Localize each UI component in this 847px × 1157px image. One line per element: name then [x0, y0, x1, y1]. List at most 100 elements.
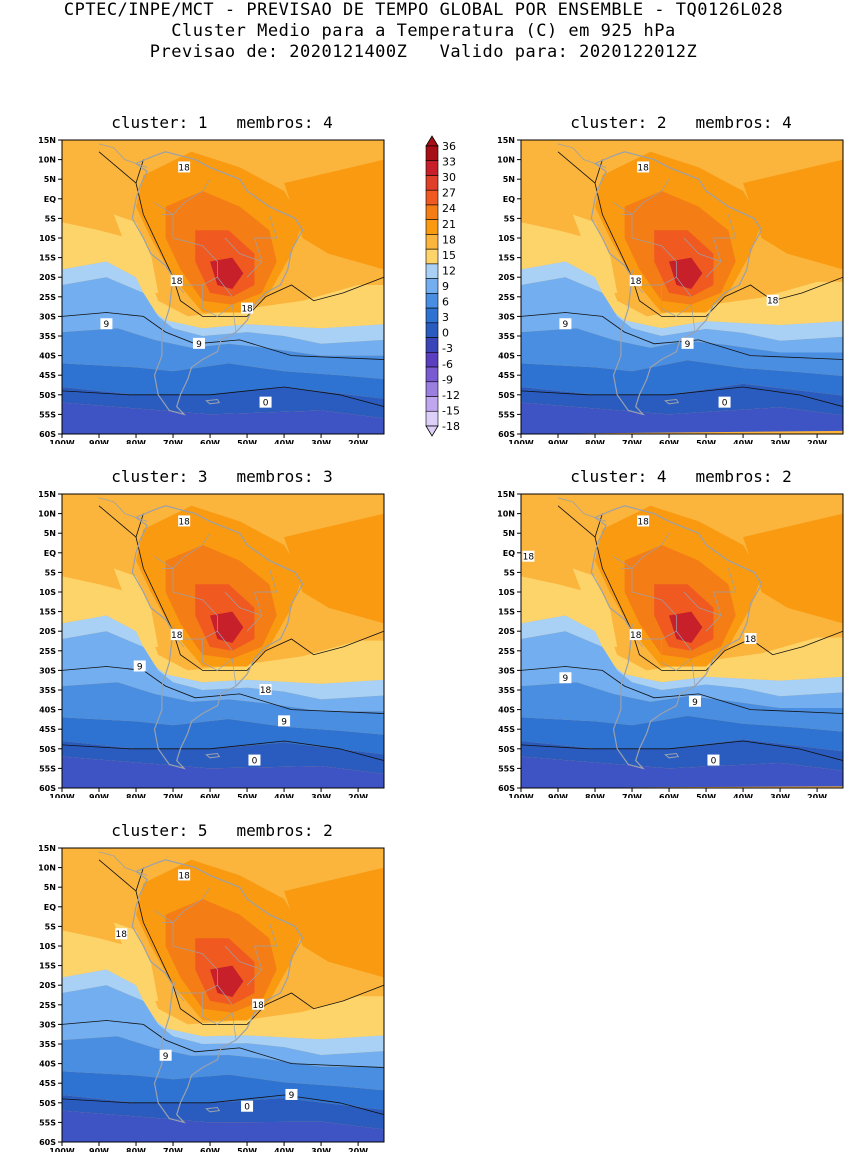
- cluster-5-title: cluster: 5 membros: 2: [111, 821, 333, 840]
- lon-tick-label: 100W: [508, 439, 534, 444]
- temperature-band: [62, 930, 384, 1040]
- country-border: [161, 179, 211, 215]
- lon-tick-label: 80W: [126, 793, 146, 798]
- coastline-central-america: [557, 143, 607, 168]
- colorbar-label: -12: [442, 389, 460, 402]
- colorbar-label: 6: [442, 296, 449, 309]
- contour-label: 18: [767, 297, 779, 307]
- contour-label: 9: [685, 340, 691, 350]
- contour-label: 9: [289, 1091, 295, 1101]
- country-border: [202, 993, 218, 1025]
- country-border: [705, 591, 722, 632]
- contour-label-box: [178, 515, 191, 527]
- contour-9: [62, 312, 384, 360]
- temperature-band: [521, 277, 843, 353]
- country-border: [661, 639, 677, 671]
- colorbar-swatch: [425, 410, 439, 427]
- contour-0: [62, 740, 384, 761]
- contour-label-box: [178, 869, 191, 881]
- lon-tick-label: 90W: [89, 793, 109, 798]
- contour-label-box: [170, 275, 183, 287]
- lat-tick-label: 50S: [498, 745, 515, 754]
- colorbar-label: 3: [442, 311, 449, 324]
- country-border: [154, 556, 174, 592]
- contour-label: 18: [637, 517, 649, 527]
- cluster-3-map: 15N 10N 5N EQ 5S 10S 15S 20S 25S 30S 35S 40S 45S 50S 5…: [38, 490, 385, 798]
- lon-tick-label: 40W: [274, 439, 294, 444]
- colorbar-label: -3: [442, 342, 453, 355]
- temperature-band: [62, 576, 384, 684]
- temperature-band: [62, 1071, 384, 1110]
- colorbar-label: -9: [442, 373, 453, 386]
- contour-label-box: [133, 660, 146, 672]
- colorbar-swatch: [425, 248, 439, 265]
- map-field: [521, 494, 843, 788]
- lat-tick-label: 60S: [39, 784, 56, 793]
- colorbar-swatch: [425, 145, 439, 162]
- contour-18-east: [265, 276, 384, 302]
- temperature-band: [521, 576, 843, 683]
- cluster-2-title: cluster: 2 membros: 4: [570, 113, 792, 132]
- lat-tick-label: 10N: [497, 156, 515, 165]
- contour-label: 0: [252, 757, 258, 767]
- atlantic-warm-region: [284, 513, 384, 624]
- temperature-band: [62, 615, 384, 700]
- lat-tick-label: 30S: [39, 666, 56, 675]
- lat-tick-label: 55S: [39, 764, 56, 773]
- contour-label-box: [637, 161, 650, 173]
- lat-tick-label: 50S: [39, 391, 56, 400]
- country-border: [613, 556, 633, 592]
- contour-0: [521, 740, 843, 761]
- country-border: [154, 202, 174, 238]
- contour-label-box: [718, 396, 731, 408]
- temperature-hotspot: [210, 257, 244, 289]
- lon-tick-label: 40W: [274, 793, 294, 798]
- temperature-band: [62, 717, 384, 755]
- lat-tick-label: 15N: [38, 136, 56, 145]
- lat-tick-label: 55S: [498, 410, 515, 419]
- coastline-south-america: [131, 859, 304, 1124]
- lon-tick-label: 100W: [508, 793, 534, 798]
- figure-title-line-1: CPTEC/INPE/MCT - PREVISAO DE TEMPO GLOBA…: [63, 0, 784, 20]
- lon-tick-label: 20W: [807, 793, 827, 798]
- lat-tick-label: 35S: [39, 1040, 56, 1049]
- contour-label-box: [637, 515, 650, 527]
- lat-tick-label: 20S: [39, 981, 56, 990]
- country-border: [683, 591, 722, 616]
- lon-tick-label: 60W: [200, 793, 220, 798]
- temperature-band: [62, 1110, 384, 1142]
- lon-tick-label: 60W: [200, 439, 220, 444]
- atlantic-warm-region: [743, 513, 843, 624]
- lat-tick-label: 10N: [38, 864, 56, 873]
- colorbar-top-arrow: [425, 135, 439, 147]
- contour-label: 18: [241, 305, 253, 315]
- contour-label-box: [707, 754, 720, 766]
- contour-18-east: [265, 630, 384, 656]
- figure-title-line-3: Previsao de: 2020121400Z Valido para: 20…: [149, 42, 698, 62]
- colorbar-bottom-arrow: [425, 425, 439, 437]
- coastline-south-america: [590, 151, 763, 416]
- lon-tick-label: 80W: [126, 1147, 146, 1152]
- colorbar-label: 12: [442, 264, 456, 277]
- lat-tick-label: 15S: [39, 962, 56, 971]
- temperature-hotspot: [210, 965, 244, 997]
- lon-tick-label: 20W: [348, 439, 368, 444]
- lat-tick-label: 10S: [39, 234, 56, 243]
- contour-label-box: [192, 337, 205, 349]
- contour-label: 0: [722, 399, 728, 409]
- contour-label: 18: [745, 635, 757, 645]
- colorbar-label: 27: [442, 187, 456, 200]
- cluster-1-title: cluster: 1 membros: 4: [111, 113, 333, 132]
- contour-label-box: [159, 1049, 172, 1061]
- contour-9: [62, 1020, 384, 1068]
- country-border: [254, 568, 278, 593]
- contour-label-box: [252, 998, 265, 1010]
- contour-label: 18: [178, 871, 190, 881]
- lat-tick-label: 10S: [498, 234, 515, 243]
- temperature-band: [521, 383, 843, 416]
- map-frame: [520, 493, 844, 789]
- lat-tick-label: 5N: [503, 175, 515, 184]
- contour-label-box: [170, 629, 183, 641]
- contour-18-east: [265, 984, 384, 1010]
- contour-9: [521, 666, 843, 714]
